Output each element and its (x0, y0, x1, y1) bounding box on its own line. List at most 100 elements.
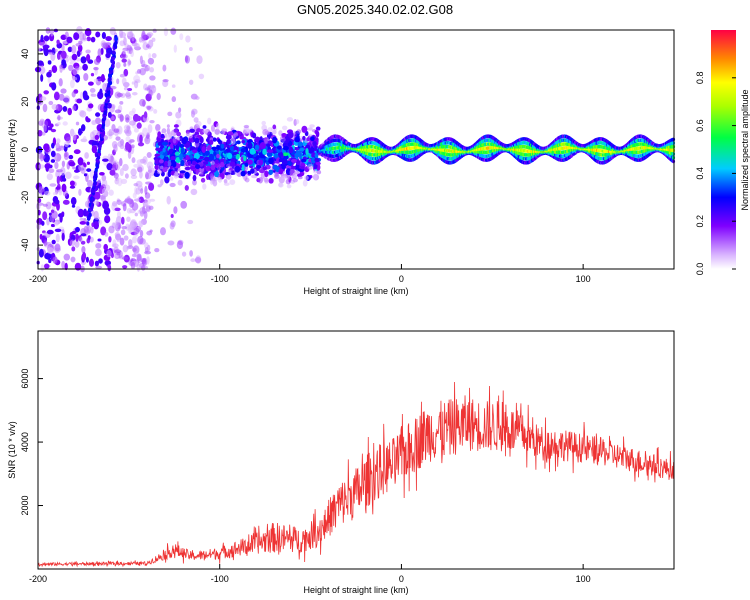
colorbar: 0.00.20.40.60.8 Normalized spectral ampl… (695, 30, 750, 275)
spectrogram-cell (180, 200, 188, 209)
spectrogram-cell (295, 119, 300, 125)
spectrogram-cell (310, 136, 315, 141)
spectrogram-cell (133, 183, 139, 187)
spectrogram-cell (85, 256, 89, 263)
spectrogram-cell (97, 48, 102, 57)
spectrogram-cell (123, 235, 129, 241)
spectrogram-cell (189, 47, 193, 51)
spectrogram-cell (52, 191, 58, 196)
spectrogram-cell (109, 169, 116, 176)
spectrogram-cell (149, 229, 153, 233)
spectrogram-cell (72, 132, 77, 141)
spectrogram-cell (276, 157, 281, 164)
spectrogram-cell (115, 136, 121, 141)
spectrogram-cell (139, 220, 144, 228)
spectrogram-cell (71, 91, 76, 98)
spectrogram-cell (90, 36, 96, 43)
spectrogram-cell (256, 165, 262, 169)
spectrogram-cell (187, 219, 194, 225)
spectrogram-cells (34, 26, 676, 273)
spectrogram-cell (309, 124, 315, 128)
spectrogram-cell (184, 166, 191, 171)
spectrogram-cell (301, 158, 307, 163)
spectrogram-cell (240, 147, 247, 153)
spectrogram-cell (195, 169, 199, 175)
spectrogram-cell (75, 233, 79, 243)
spectrogram-cell (210, 164, 216, 171)
spectrogram-cell (94, 260, 100, 267)
spectrogram-cell (145, 171, 149, 180)
spectrogram-cell (171, 96, 177, 103)
spectrogram-cell (45, 164, 49, 172)
spectrogram-cell (126, 207, 132, 214)
spectrogram-cell (115, 221, 121, 226)
spectrogram-cell (157, 184, 162, 188)
spectrogram-cell (61, 43, 65, 53)
spectrogram-cell (167, 160, 172, 167)
spectrogram-cell (164, 160, 168, 167)
spectrogram-cell (106, 96, 110, 102)
spectrogram-cell (61, 183, 67, 193)
spectrogram-cell (58, 93, 65, 101)
spectrogram-cell (136, 263, 141, 272)
spectrogram-cell (55, 186, 61, 190)
spectrogram-cell (62, 199, 70, 205)
spectrogram-cell (80, 124, 86, 132)
spectrogram-cell (160, 133, 165, 139)
spectrogram-cell (213, 170, 220, 178)
spectrogram-cell (71, 53, 78, 61)
spectrogram-cell (116, 177, 123, 187)
spectrogram-cell (162, 167, 168, 173)
spectrogram-cell (177, 179, 183, 186)
spectrogram-cell (111, 104, 116, 109)
spectrogram-cell (93, 66, 98, 71)
spectrogram-cell (166, 195, 171, 205)
spectrogram-cell (63, 253, 71, 261)
spectrogram-cell (45, 201, 52, 210)
spectrogram-cell (192, 174, 197, 182)
spectrogram-cell (50, 159, 56, 163)
spectrogram-cell (181, 137, 187, 145)
spectrogram-cell (68, 161, 76, 167)
spectrogram-cell (240, 170, 246, 177)
spectrogram-cell (77, 157, 84, 166)
snr-x-ticks: -200 -100 0 100 (29, 564, 591, 584)
spectrogram-cell (48, 258, 52, 264)
spectrogram-cell (54, 48, 58, 53)
spectrogram-cell (82, 90, 88, 99)
spectrogram-cell (130, 174, 138, 180)
spectrogram-cell (175, 111, 182, 119)
spectrogram-cell (288, 131, 294, 139)
spectrogram-cell (59, 64, 64, 70)
spectrogram-cell (162, 64, 167, 72)
x-tick-label: 0 (399, 574, 404, 584)
spectrogram-cell (195, 255, 202, 264)
spectrogram-cell (89, 131, 95, 140)
spectrogram-cell (37, 164, 45, 169)
spectrogram-cell (73, 175, 80, 180)
spectrogram-cell (121, 77, 127, 86)
spectrogram-cell (147, 57, 155, 65)
spectrogram-cell (68, 154, 74, 160)
spectrogram-cell (291, 158, 297, 163)
spectrogram-cell (197, 147, 201, 153)
snr-y-label: SNR (10 * v/v) (7, 421, 17, 479)
spectrogram-cell (111, 56, 115, 61)
spectrogram-cell (140, 265, 146, 271)
spectrogram-cell (74, 65, 80, 71)
spectrogram-cell (144, 197, 152, 205)
spectrogram-cell (80, 233, 87, 237)
spectrogram-cell (170, 220, 176, 228)
spectrogram-cell (181, 251, 187, 257)
spectrogram-cell (40, 34, 44, 43)
spectrogram-cell (137, 166, 143, 173)
colorbar-tick-label: 0.6 (695, 119, 705, 132)
spectrogram-cell (91, 189, 96, 194)
spectrogram-cell (123, 124, 131, 131)
spectrogram-cell (120, 229, 126, 236)
x-tick-label: 100 (576, 574, 591, 584)
spectrogram-cell (176, 240, 184, 250)
spectrogram-cell (47, 77, 51, 84)
spectrogram-cell (230, 158, 236, 163)
spectrogram-cell (157, 142, 163, 146)
